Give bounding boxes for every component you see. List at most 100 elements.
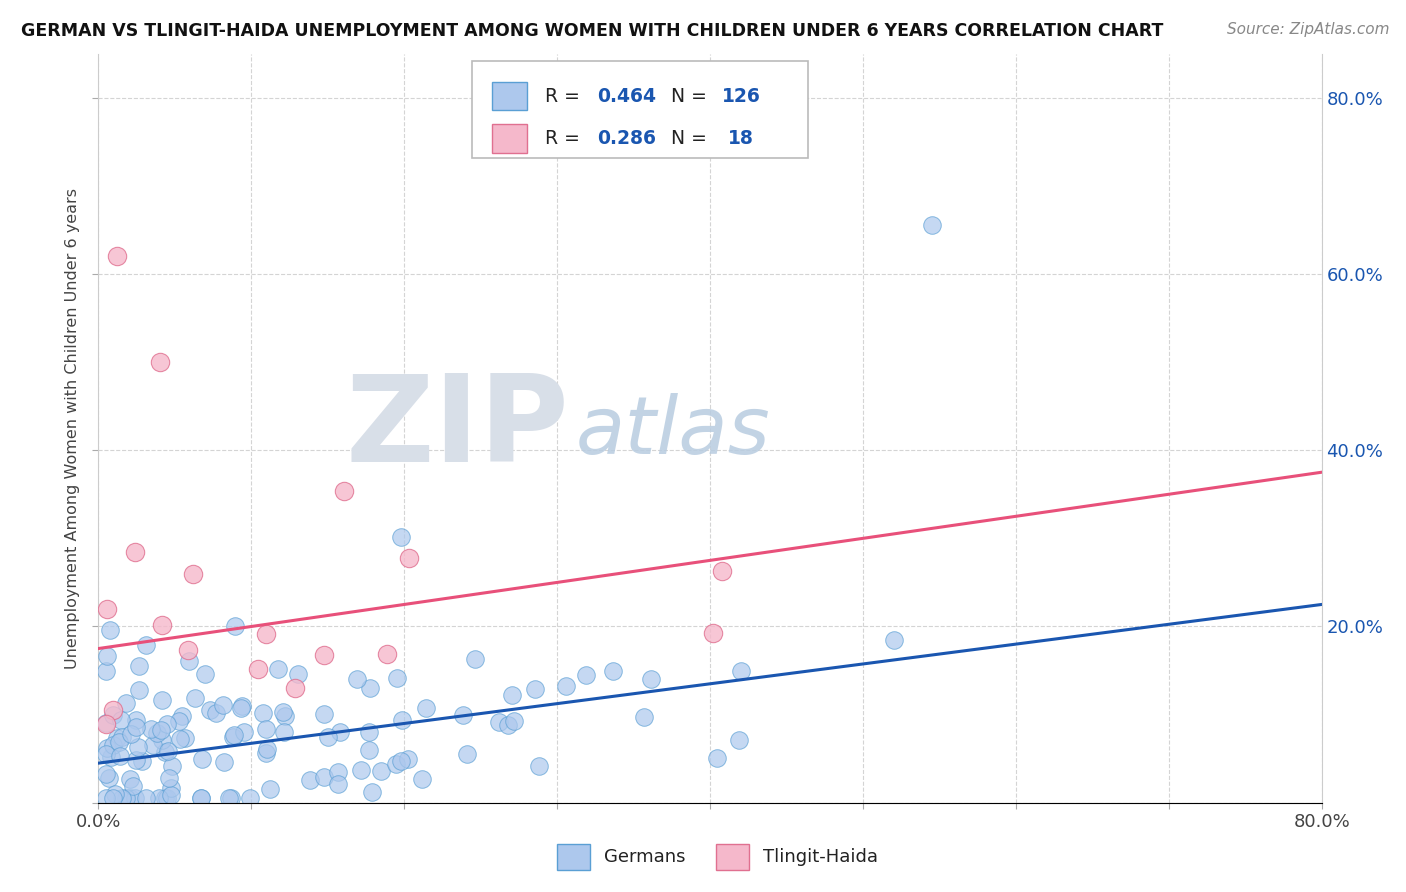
Point: [124, 791, 146, 805]
Point: [173, 731, 195, 745]
Point: [115, 697, 138, 711]
Point: [110, 713, 132, 727]
Point: [159, 781, 181, 796]
Point: [169, 732, 191, 747]
Point: [375, 648, 398, 662]
Point: [640, 672, 662, 686]
Point: [96, 648, 118, 663]
Point: [346, 672, 368, 686]
Point: [150, 723, 173, 737]
Point: [273, 708, 295, 723]
Point: [153, 745, 176, 759]
Point: [101, 707, 124, 722]
Point: [181, 567, 204, 582]
Point: [198, 703, 221, 717]
Point: [118, 772, 141, 787]
Point: [527, 758, 550, 772]
Point: [350, 763, 373, 777]
Point: [157, 771, 180, 785]
Text: R =: R =: [546, 87, 586, 106]
Point: [101, 738, 124, 752]
Point: [218, 791, 240, 805]
Point: [150, 617, 173, 632]
Point: [602, 664, 624, 678]
Point: [359, 724, 381, 739]
Point: [224, 619, 246, 633]
Point: [314, 707, 336, 722]
Point: [94, 715, 117, 730]
Text: ZIP: ZIP: [346, 369, 569, 487]
Point: [190, 791, 212, 805]
Point: [706, 751, 728, 765]
Point: [273, 724, 295, 739]
Text: N =: N =: [671, 87, 713, 106]
Bar: [492, 82, 527, 111]
Point: [730, 665, 752, 679]
Point: [108, 735, 131, 749]
Point: [153, 791, 176, 805]
Point: [204, 706, 226, 721]
Point: [921, 219, 943, 233]
Point: [633, 710, 655, 724]
Point: [190, 791, 212, 805]
Point: [177, 642, 200, 657]
Point: [191, 752, 214, 766]
Point: [177, 654, 200, 668]
Point: [574, 668, 596, 682]
Point: [172, 708, 194, 723]
Point: [256, 742, 278, 756]
Point: [160, 759, 183, 773]
Point: [115, 791, 138, 805]
Point: [111, 730, 134, 744]
Point: [312, 770, 335, 784]
Point: [359, 681, 381, 695]
Point: [148, 791, 170, 805]
Point: [702, 626, 724, 640]
Point: [266, 662, 288, 676]
Text: 0.286: 0.286: [598, 129, 657, 148]
Point: [135, 791, 157, 805]
Point: [271, 705, 294, 719]
Point: [150, 733, 173, 747]
Point: [883, 632, 905, 647]
Point: [156, 791, 179, 805]
Point: [411, 772, 433, 786]
Point: [128, 682, 150, 697]
Y-axis label: Unemployment Among Women with Children Under 6 years: Unemployment Among Women with Children U…: [65, 187, 80, 669]
Point: [159, 789, 181, 803]
Point: [145, 725, 167, 739]
Text: 126: 126: [723, 87, 761, 106]
Point: [131, 754, 153, 768]
Point: [169, 714, 191, 728]
Point: [333, 484, 356, 499]
Point: [104, 787, 127, 801]
Point: [385, 671, 408, 685]
Point: [415, 701, 437, 715]
Point: [524, 682, 547, 697]
Point: [312, 648, 335, 662]
Point: [254, 746, 277, 760]
Point: [135, 638, 157, 652]
Point: [398, 550, 420, 565]
Point: [101, 791, 124, 805]
Point: [150, 692, 173, 706]
Text: 0.464: 0.464: [598, 87, 657, 106]
Point: [98, 772, 121, 786]
Text: R =: R =: [546, 129, 586, 148]
Point: [728, 733, 751, 747]
Point: [184, 691, 207, 706]
Point: [94, 791, 117, 805]
Point: [124, 544, 146, 558]
Point: [96, 740, 118, 755]
Point: [105, 249, 128, 263]
Point: [111, 791, 134, 805]
Bar: [716, 844, 749, 870]
Point: [124, 753, 146, 767]
Point: [139, 722, 162, 736]
Point: [456, 747, 478, 761]
Point: [125, 720, 148, 734]
Point: [222, 730, 245, 744]
Text: Source: ZipAtlas.com: Source: ZipAtlas.com: [1226, 22, 1389, 37]
Text: atlas: atlas: [575, 392, 770, 471]
Point: [100, 749, 122, 764]
